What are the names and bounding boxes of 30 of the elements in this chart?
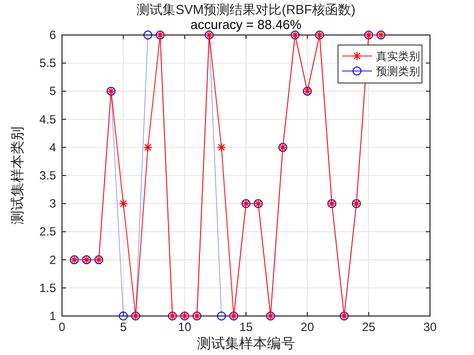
y-tick-label: 4 bbox=[49, 140, 56, 154]
legend-label: 预测类别 bbox=[376, 65, 420, 78]
y-tick-label: 3.5 bbox=[39, 168, 56, 182]
legend-label: 真实类别 bbox=[376, 50, 420, 63]
y-tick-label: 5.5 bbox=[39, 56, 56, 70]
y-tick-label: 5 bbox=[49, 84, 56, 98]
point bbox=[216, 142, 226, 152]
y-tick-label: 1.5 bbox=[39, 280, 56, 295]
y-tick-label: 1 bbox=[49, 309, 56, 323]
x-tick-label: 20 bbox=[300, 320, 314, 334]
y-tick-label: 4.5 bbox=[39, 112, 56, 126]
y-tick-label: 6 bbox=[49, 28, 56, 42]
x-tick-label: 0 bbox=[58, 320, 66, 334]
point bbox=[143, 30, 152, 40]
x-axis-title: 测试集样本编号 bbox=[197, 335, 295, 351]
y-tick-label: 2 bbox=[49, 252, 56, 267]
x-tick-label: 5 bbox=[120, 320, 127, 334]
point bbox=[118, 199, 128, 208]
y-tick-label: 3 bbox=[49, 196, 56, 211]
y-axis-title: 测试集样本类别 bbox=[9, 126, 25, 224]
chart-title: 测试集SVM预测结果对比(RBF核函数) bbox=[136, 2, 356, 17]
point bbox=[216, 312, 226, 320]
x-tick-label: 15 bbox=[239, 320, 253, 334]
x-tick-label: 25 bbox=[362, 320, 376, 334]
y-tick-label: 2.5 bbox=[39, 224, 56, 239]
x-tick-label: 10 bbox=[178, 320, 192, 334]
x-tick-label: 30 bbox=[423, 320, 437, 334]
chart-subtitle: accuracy = 88.46% bbox=[190, 17, 302, 32]
point bbox=[118, 312, 128, 320]
point bbox=[143, 142, 152, 152]
